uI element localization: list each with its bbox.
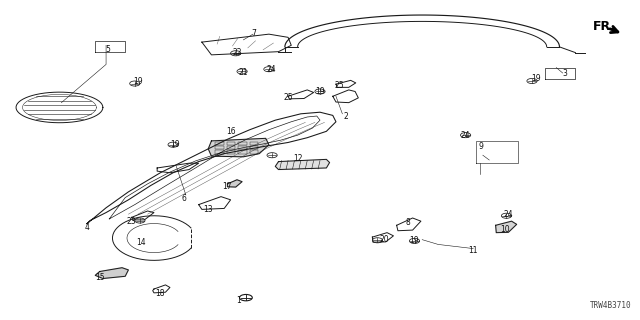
- Bar: [227, 150, 235, 154]
- Polygon shape: [275, 159, 330, 170]
- Text: 4: 4: [84, 223, 90, 232]
- Text: 24: 24: [461, 131, 470, 140]
- Polygon shape: [495, 221, 516, 233]
- Text: 15: 15: [95, 273, 104, 282]
- Bar: [238, 141, 246, 145]
- Bar: [215, 141, 223, 145]
- Text: 13: 13: [204, 204, 213, 213]
- Text: 21: 21: [239, 68, 248, 76]
- Polygon shape: [227, 180, 242, 187]
- Bar: [250, 141, 258, 145]
- Text: 7: 7: [252, 29, 257, 38]
- Bar: [227, 146, 235, 149]
- Text: 22: 22: [232, 48, 242, 57]
- Text: 10: 10: [500, 225, 510, 234]
- Text: 19: 19: [133, 77, 143, 86]
- Text: FR.: FR.: [593, 20, 616, 33]
- Text: 2: 2: [343, 112, 348, 121]
- Text: 17: 17: [223, 182, 232, 191]
- Bar: [238, 150, 246, 154]
- Bar: [250, 146, 258, 149]
- Text: 19: 19: [170, 140, 180, 149]
- Bar: [238, 146, 246, 149]
- Text: 14: 14: [136, 238, 146, 247]
- Text: 24: 24: [504, 210, 513, 219]
- Bar: [227, 141, 235, 145]
- Text: 25: 25: [284, 93, 293, 102]
- Text: 12: 12: [293, 154, 302, 163]
- Text: 19: 19: [531, 74, 541, 83]
- Text: 9: 9: [479, 142, 483, 151]
- Bar: [215, 150, 223, 154]
- Text: 5: 5: [106, 44, 111, 54]
- Text: 8: 8: [406, 218, 410, 227]
- Polygon shape: [208, 138, 269, 157]
- Text: TRW4B3710: TRW4B3710: [590, 301, 632, 310]
- Text: 18: 18: [156, 289, 165, 298]
- Text: 19: 19: [410, 236, 419, 245]
- Text: 19: 19: [315, 87, 325, 96]
- Text: 24: 24: [267, 65, 276, 74]
- Bar: [215, 146, 223, 149]
- Text: 3: 3: [562, 69, 567, 78]
- Text: 1: 1: [236, 296, 241, 305]
- Text: 16: 16: [226, 127, 236, 136]
- Polygon shape: [95, 268, 129, 278]
- Text: 11: 11: [468, 246, 478, 255]
- Text: 6: 6: [182, 194, 186, 203]
- Text: 25: 25: [334, 81, 344, 90]
- Text: 20: 20: [379, 235, 388, 244]
- Text: 23: 23: [127, 217, 136, 226]
- Bar: [250, 150, 258, 154]
